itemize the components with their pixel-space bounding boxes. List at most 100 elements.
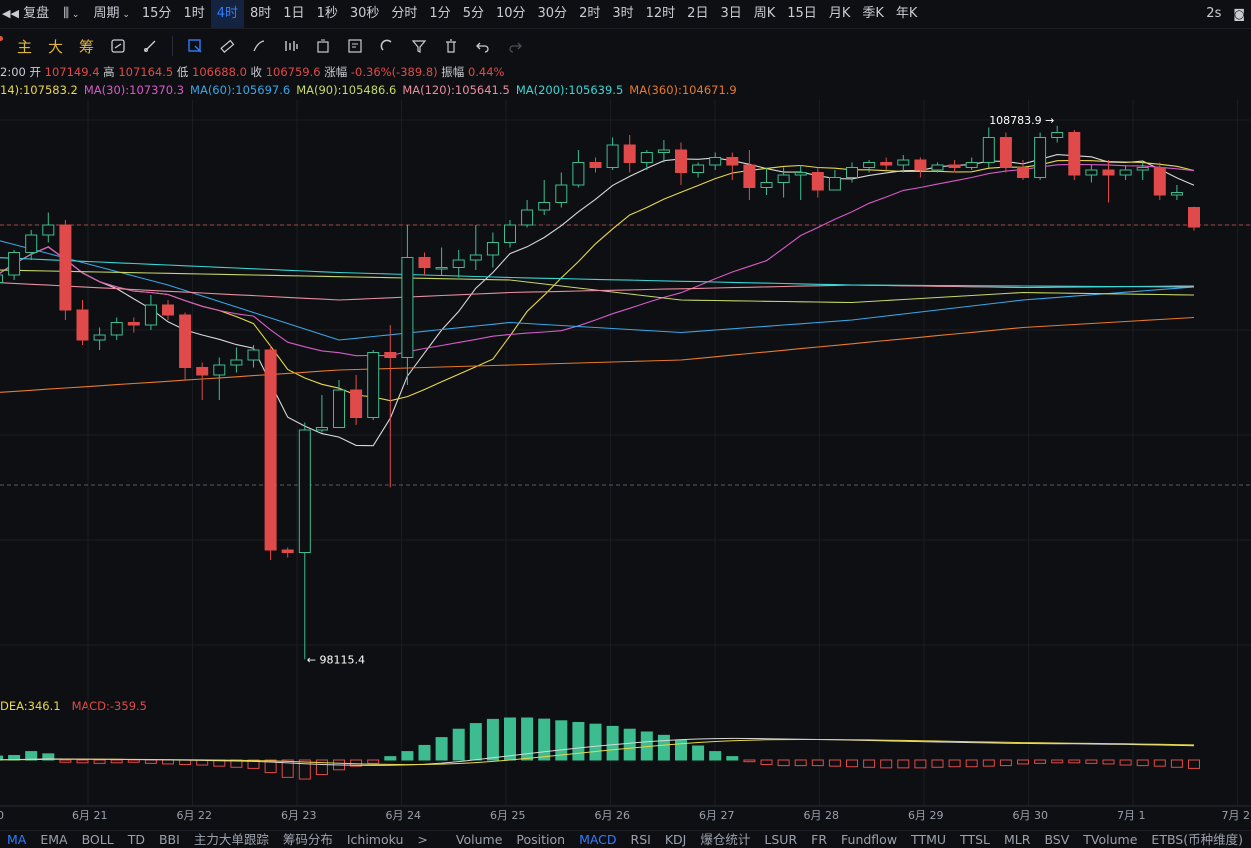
interval-18[interactable]: 15日 — [787, 6, 817, 21]
ruler-icon[interactable] — [214, 33, 240, 59]
candle-body — [469, 254, 482, 261]
indicator-tab-14[interactable]: 爆仓统计 — [700, 832, 751, 847]
candle-body — [1051, 132, 1064, 138]
macd-bar — [1102, 759, 1115, 765]
interval-4[interactable]: 1日 — [283, 6, 305, 21]
period-dropdown[interactable]: 周期 ⌄ — [93, 6, 130, 21]
indicator-tab-4[interactable]: BBI — [158, 832, 180, 847]
filter-icon[interactable] — [406, 33, 432, 59]
interval-16[interactable]: 3日 — [720, 6, 742, 21]
candle-body — [264, 349, 277, 551]
indicator-selector[interactable]: ⫼ ⌄ — [55, 0, 87, 28]
macd-bar — [777, 759, 790, 767]
candle-body — [692, 164, 705, 173]
indicator-tab-2[interactable]: BOLL — [81, 832, 114, 847]
amplitude-value: 0.44% — [467, 65, 505, 79]
auto-draw-icon[interactable] — [105, 33, 131, 59]
interval-9[interactable]: 5分 — [462, 6, 484, 21]
macd-bar — [469, 723, 482, 761]
redo-icon[interactable] — [502, 33, 528, 59]
interval-6[interactable]: 30秒 — [349, 6, 380, 21]
interval-8[interactable]: 1分 — [429, 6, 451, 21]
macd-bar — [555, 720, 568, 761]
x-axis-label: 6月 30 — [1013, 809, 1049, 822]
indicator-tab-15[interactable]: LSUR — [764, 832, 798, 847]
candle-body — [863, 162, 876, 168]
refresh-interval[interactable]: 2s — [1206, 6, 1222, 21]
interval-13[interactable]: 3时 — [612, 6, 634, 21]
ma200-line — [0, 257, 1195, 288]
indicator-tab-6[interactable]: 筹码分布 — [282, 832, 333, 847]
indicator-tab-12[interactable]: RSI — [630, 832, 651, 847]
undo-icon[interactable] — [470, 33, 496, 59]
macd-bar — [1153, 759, 1166, 767]
macd-bar — [110, 759, 123, 764]
pen-icon[interactable] — [137, 33, 163, 59]
replay-button[interactable]: ◀◀ 复盘 — [2, 6, 50, 21]
delete-all-icon[interactable] — [310, 33, 336, 59]
candle-body — [110, 322, 123, 336]
divider — [172, 36, 174, 56]
interval-12[interactable]: 2时 — [579, 6, 601, 21]
interval-7[interactable]: 分时 — [391, 6, 418, 21]
interval-list: 15分 1时 4时 8时 1日 1秒 30秒 分时 1分 5分 10分 30分 2时 3时 12时 2日 3日周… — [136, 0, 924, 28]
interval-5[interactable]: 1秒 — [316, 6, 338, 21]
indicator-tab-7[interactable]: Ichimoku — [346, 832, 404, 847]
chevron-down-icon: ⌄ — [69, 10, 80, 20]
interval-0[interactable]: 15分 — [141, 6, 172, 21]
interval-15[interactable]: 2日 — [687, 6, 709, 21]
candle-body — [657, 149, 670, 153]
interval-21[interactable]: 年K — [895, 6, 918, 21]
trash-icon[interactable] — [438, 33, 464, 59]
interval-19[interactable]: 月K — [828, 6, 851, 21]
indicator-tab-23[interactable]: ETBS(币种维度) — [1151, 832, 1243, 847]
candlestick-chart[interactable]: 108783.9 → ← 98115.4 0 6月 21 6月 22 6月 23 6月 24… — [0, 0, 1251, 828]
indicator-tab-1[interactable]: EMA — [40, 832, 68, 847]
brush-icon[interactable] — [246, 33, 272, 59]
x-axis-label: 6月 26 — [595, 809, 631, 822]
drawing-toolbar: 主 大 筹 — [0, 30, 1251, 62]
indicator-tab-20[interactable]: MLR — [1004, 832, 1031, 847]
indicator-tab-19[interactable]: TTSL — [960, 832, 990, 847]
candle-body — [948, 164, 961, 168]
indicator-tab-8[interactable]: > — [417, 832, 428, 847]
bars-icon[interactable] — [278, 33, 304, 59]
indicator-tab-16[interactable]: FR — [811, 832, 828, 847]
indicator-tab-11[interactable]: MACD — [579, 832, 617, 847]
indicator-tab-0[interactable]: MA — [7, 832, 27, 847]
interval-14[interactable]: 12时 — [645, 6, 676, 21]
candle-body — [179, 314, 192, 368]
chip-toggle[interactable]: 筹 — [79, 37, 95, 56]
indicator-tab-3[interactable]: TD — [127, 832, 145, 847]
candle-body — [350, 389, 363, 418]
interval-20[interactable]: 季K — [862, 6, 884, 21]
macd-bar — [692, 745, 705, 761]
macd-bar — [452, 728, 465, 761]
select-icon[interactable] — [182, 33, 208, 59]
interval-11[interactable]: 30分 — [537, 6, 568, 21]
big-order-toggle[interactable]: 大 — [48, 37, 64, 56]
indicator-tab-13[interactable]: KDJ — [664, 832, 687, 847]
interval-2[interactable]: 4时 — [210, 0, 244, 28]
interval-3[interactable]: 8时 — [250, 6, 272, 21]
candle-body — [1170, 192, 1183, 196]
indicator-tab-22[interactable]: TVolume — [1083, 832, 1138, 847]
indicator-tab-9[interactable]: Volume — [455, 832, 503, 847]
interval-1[interactable]: 1时 — [183, 6, 205, 21]
magnet-icon[interactable] — [374, 33, 400, 59]
ma60-line — [0, 240, 1195, 341]
ma-value-5: MA(200):105639.5 — [515, 83, 624, 97]
interval-10[interactable]: 10分 — [495, 6, 526, 21]
indicator-tab-21[interactable]: BSV — [1044, 832, 1070, 847]
indicator-tab-10[interactable]: Position — [516, 832, 566, 847]
interval-17[interactable]: 周K — [753, 6, 776, 21]
macd-bar — [726, 756, 739, 761]
indicator-tab-17[interactable]: Fundflow — [841, 832, 898, 847]
camera-icon[interactable]: ◙ — [1233, 7, 1245, 21]
indicator-tab-5[interactable]: 主力大单跟踪 — [193, 832, 269, 847]
macd-bar — [401, 751, 414, 761]
main-chart-toggle[interactable]: 主 — [17, 37, 33, 56]
dea-line — [0, 739, 1195, 766]
note-icon[interactable] — [342, 33, 368, 59]
indicator-tab-18[interactable]: TTMU — [911, 832, 947, 847]
